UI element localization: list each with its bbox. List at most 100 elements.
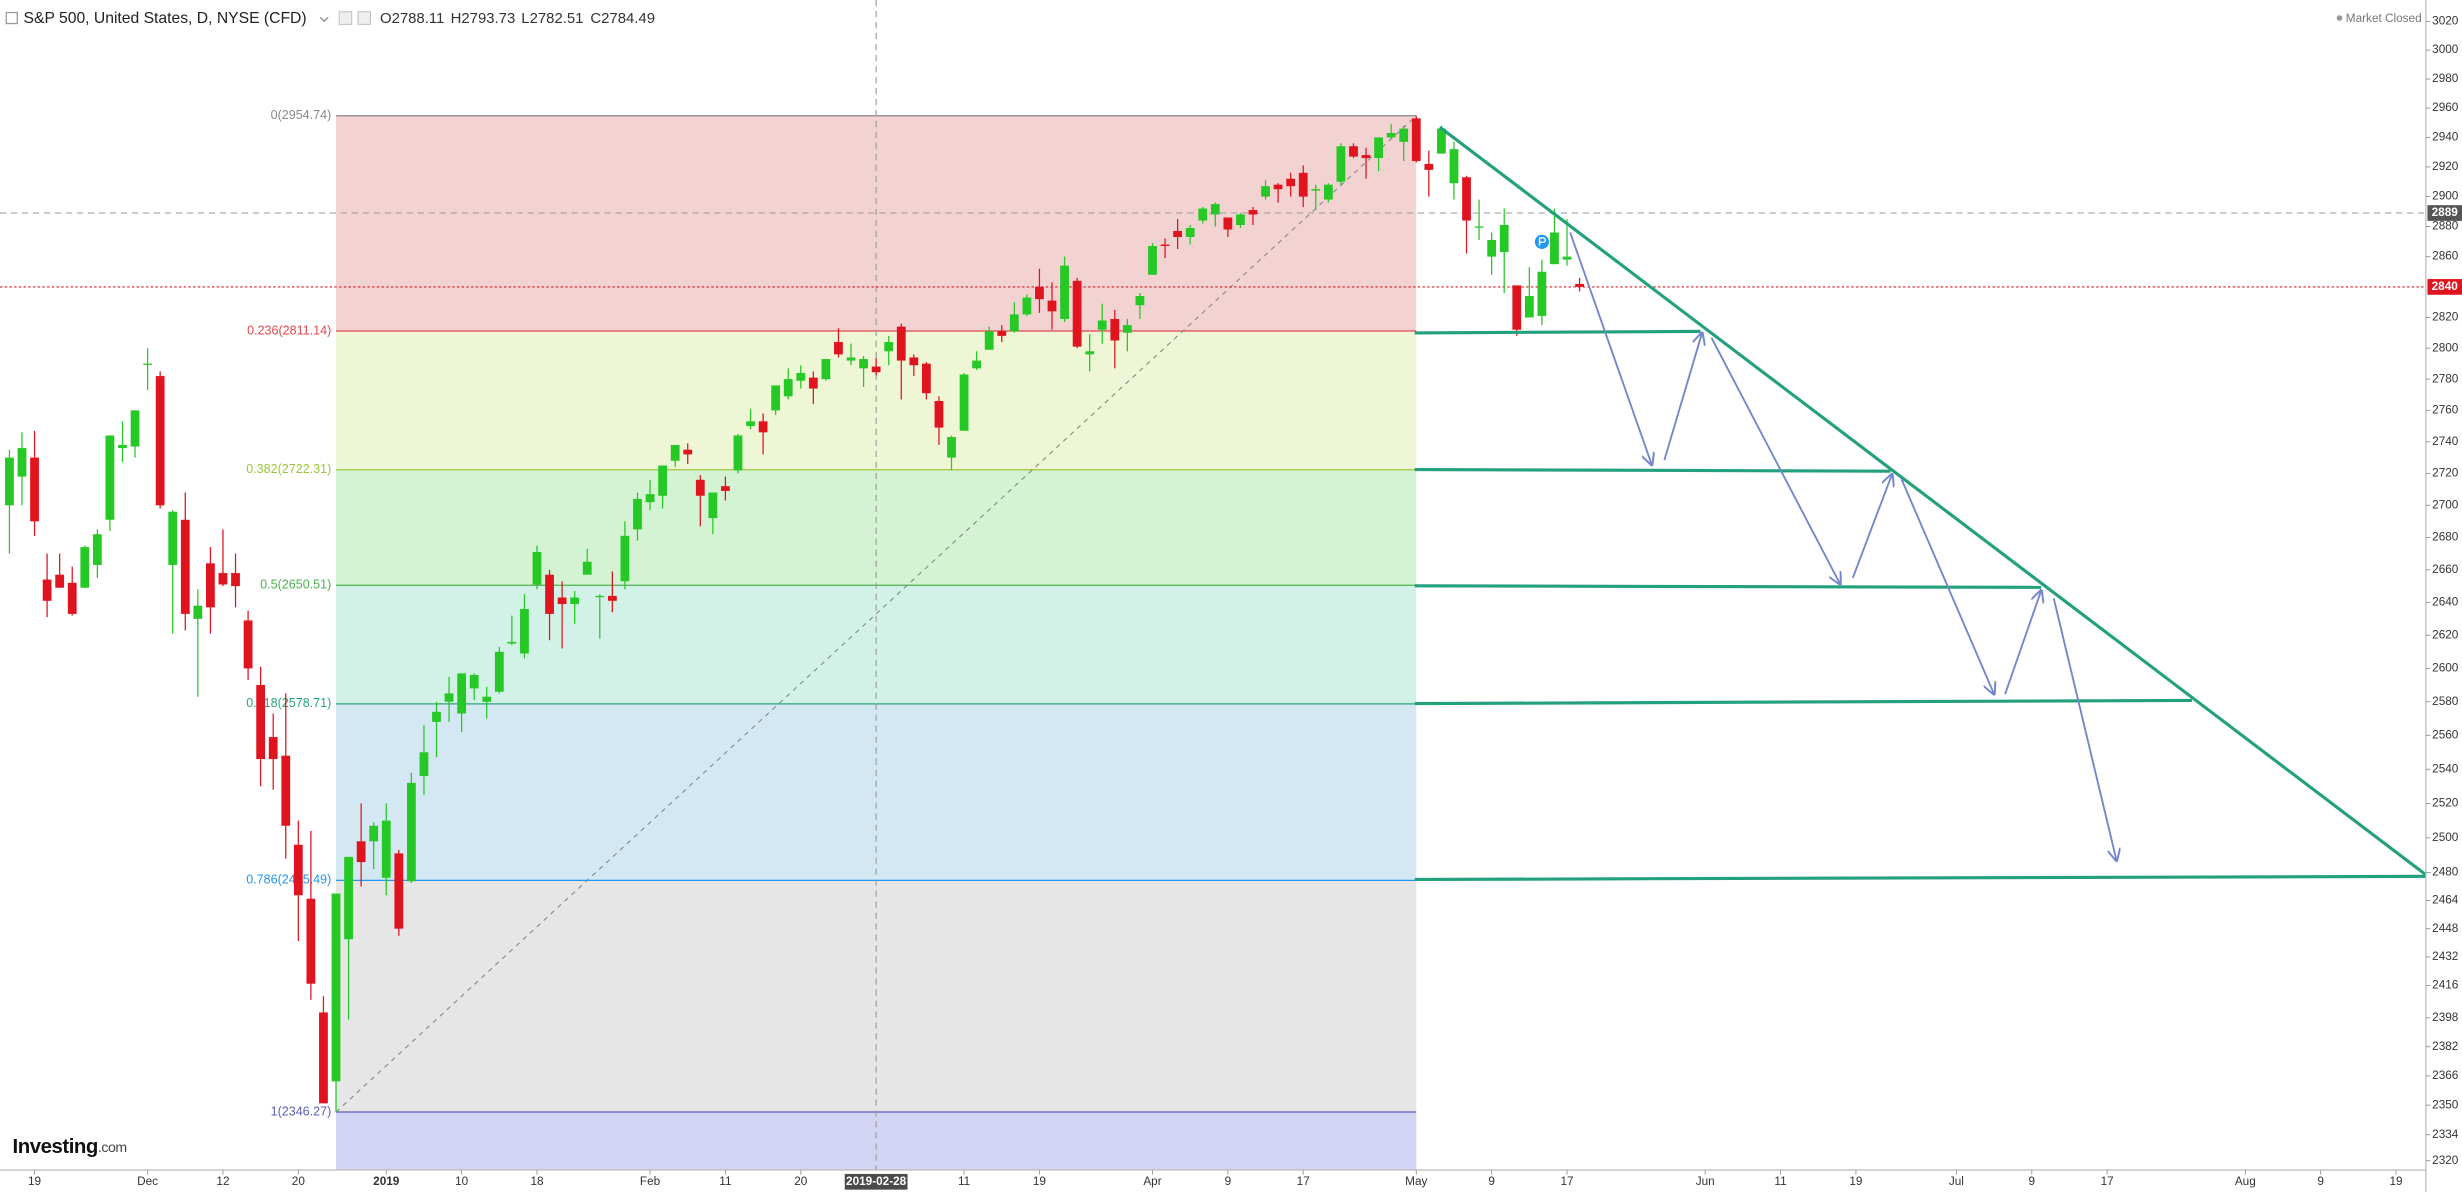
candle-body bbox=[180, 519, 190, 614]
candle-body bbox=[507, 641, 517, 644]
x-tick-label: Aug bbox=[2235, 1175, 2256, 1188]
candle-body bbox=[721, 486, 730, 491]
user-drawings bbox=[1414, 125, 2427, 882]
y-tick-label: 2580 bbox=[2432, 695, 2459, 708]
candle-layer bbox=[5, 115, 1584, 1113]
x-tick-label: May bbox=[1405, 1175, 1427, 1188]
crosshair-date-badge: 2019-02-28 bbox=[846, 1175, 907, 1188]
support-line bbox=[1414, 468, 1891, 473]
candle-body bbox=[30, 457, 39, 522]
candle-body bbox=[1085, 351, 1095, 355]
arrow bbox=[1663, 333, 1702, 461]
candle-body bbox=[1449, 149, 1459, 184]
candle-body bbox=[193, 605, 203, 619]
status-dot bbox=[2336, 15, 2343, 21]
fib-level-label: 0.786(2475.49) bbox=[246, 873, 331, 887]
y-tick-label: 2520 bbox=[2432, 797, 2459, 810]
candle-body bbox=[1286, 178, 1296, 187]
candle-body bbox=[884, 342, 894, 352]
high-value: H2793.73 bbox=[451, 11, 516, 27]
logo: Investing.com bbox=[13, 1136, 127, 1158]
y-tick-label: 2660 bbox=[2432, 563, 2459, 576]
candle-body bbox=[80, 547, 90, 588]
candle-body bbox=[1173, 230, 1183, 238]
support-line bbox=[1414, 584, 2042, 589]
candle-body bbox=[306, 898, 316, 984]
title-dropdown[interactable] bbox=[319, 16, 329, 23]
candle-body bbox=[595, 595, 605, 598]
open-value: O2788.11 bbox=[380, 11, 444, 27]
fib-level-label: 0.5(2650.51) bbox=[260, 578, 331, 592]
candle-body bbox=[444, 693, 454, 702]
candle-body bbox=[846, 357, 856, 361]
candle-body bbox=[1399, 128, 1409, 142]
y-tick-label: 2720 bbox=[2432, 467, 2459, 480]
candle-body bbox=[92, 534, 102, 565]
y-tick-label: 2940 bbox=[2432, 131, 2459, 144]
candle-body bbox=[683, 449, 693, 455]
candle-body bbox=[821, 359, 831, 380]
candle-body bbox=[620, 535, 630, 582]
candle-body bbox=[243, 620, 253, 669]
candle-body bbox=[1562, 256, 1572, 260]
support-line bbox=[1414, 329, 1701, 335]
candle-body bbox=[55, 574, 65, 588]
y-tick-label: 2920 bbox=[2432, 160, 2459, 173]
x-tick-label: Jul bbox=[1949, 1175, 1964, 1188]
candle-body bbox=[168, 511, 178, 565]
candle-body bbox=[1424, 163, 1434, 170]
candle-body bbox=[1550, 232, 1559, 265]
candle-body bbox=[959, 374, 969, 431]
support-line bbox=[1414, 698, 2192, 706]
x-tick-label: 11 bbox=[1774, 1175, 1786, 1188]
candle-body bbox=[658, 465, 668, 496]
candle-body bbox=[469, 675, 479, 689]
candle-body bbox=[1261, 186, 1270, 197]
y-tick-label: 2820 bbox=[2432, 311, 2459, 324]
candle-body bbox=[369, 825, 379, 842]
candle-body bbox=[972, 360, 982, 369]
y-tick-label: 2760 bbox=[2432, 403, 2459, 416]
candle-body bbox=[218, 573, 228, 585]
candle-body bbox=[1524, 296, 1534, 318]
tool-button[interactable] bbox=[338, 11, 353, 25]
candle-body bbox=[1035, 286, 1044, 300]
candle-body bbox=[319, 1012, 328, 1104]
y-tick-label: 2320 bbox=[2432, 1154, 2459, 1167]
candle-body bbox=[520, 608, 529, 654]
x-tick-label: 17 bbox=[1560, 1175, 1573, 1188]
candle-body bbox=[1148, 246, 1157, 275]
candle-body bbox=[457, 673, 467, 714]
candle-body bbox=[268, 737, 278, 760]
y-tick-label: 3020 bbox=[2432, 15, 2459, 28]
candle-body bbox=[130, 410, 140, 447]
y-tick-label: 2416 bbox=[2432, 979, 2459, 992]
fib-level-label: 0(2954.74) bbox=[271, 108, 332, 122]
candle-body bbox=[118, 444, 127, 449]
x-tick-label: 19 bbox=[1849, 1175, 1862, 1188]
candle-body bbox=[1060, 265, 1069, 319]
candle-body bbox=[545, 574, 554, 614]
candle-body bbox=[143, 363, 152, 365]
candle-body bbox=[1512, 285, 1522, 330]
candle-body bbox=[1236, 214, 1245, 225]
candle-body bbox=[1411, 118, 1421, 161]
candle-body bbox=[896, 326, 906, 361]
candle-body bbox=[1198, 208, 1208, 221]
candle-body bbox=[1273, 184, 1283, 190]
candle-body bbox=[494, 651, 504, 692]
candle-body bbox=[1349, 146, 1358, 157]
candle-body bbox=[1311, 189, 1321, 191]
candle-body bbox=[5, 457, 14, 506]
x-tick-label: 9 bbox=[2317, 1175, 2324, 1188]
last-price-badge-bg bbox=[2427, 279, 2462, 295]
candle-body bbox=[17, 448, 27, 477]
tool-button[interactable] bbox=[357, 11, 372, 25]
y-tick-label: 2334 bbox=[2432, 1128, 2459, 1141]
x-tick-label: Dec bbox=[137, 1175, 158, 1188]
y-tick-label: 2448 bbox=[2432, 922, 2459, 935]
fib-band bbox=[336, 880, 1417, 1113]
